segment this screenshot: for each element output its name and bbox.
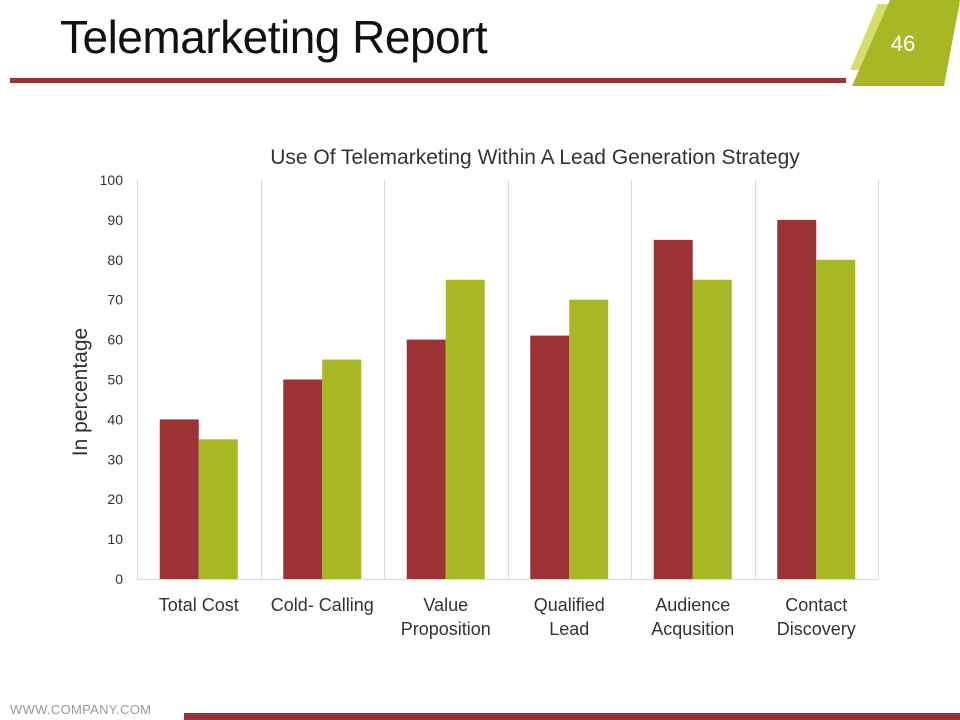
x-tick-label: Audience Acqusition — [651, 595, 734, 639]
bar-2-5 — [692, 279, 732, 579]
footer-url: WWW.COMPANY.COM — [10, 702, 152, 717]
bar-2-6 — [816, 259, 856, 579]
bar-2-2 — [322, 359, 362, 579]
bar-chart: Use Of Telemarketing Within A Lead Gener… — [69, 146, 879, 639]
bar-layer — [159, 219, 856, 579]
page-number-badge — [840, 0, 960, 90]
bar-1-2 — [283, 379, 323, 579]
y-tick-label: 30 — [107, 451, 123, 467]
x-tick-label: Total Cost — [159, 595, 239, 615]
x-tick-label: Contact Discovery — [777, 595, 856, 639]
bar-2-4 — [569, 299, 609, 579]
y-tick-label: 90 — [107, 212, 123, 228]
page-number: 46 — [890, 31, 916, 56]
y-tick-label: 70 — [107, 292, 123, 308]
y-tick-label: 10 — [107, 531, 123, 547]
bar-1-6 — [777, 219, 817, 579]
y-tick-label: 40 — [107, 411, 123, 427]
y-tick-labels: 0 10 20 30 40 50 60 70 80 90 100 — [100, 172, 124, 587]
slide-title: Telemarketing Report — [60, 11, 488, 63]
chart-container: Use Of Telemarketing Within A Lead Gener… — [0, 130, 960, 670]
title-rule — [10, 78, 846, 83]
y-tick-label: 100 — [100, 172, 124, 188]
x-tick-label: Cold- Calling — [271, 595, 374, 615]
y-tick-label: 0 — [115, 571, 123, 587]
footer-rule — [184, 713, 960, 720]
y-tick-label: 20 — [107, 491, 123, 507]
bar-2-1 — [198, 439, 238, 579]
y-tick-label: 50 — [107, 372, 123, 388]
y-axis-label: In percentage — [69, 328, 92, 456]
bar-1-5 — [653, 239, 693, 579]
bar-1-3 — [406, 339, 446, 579]
chart-title: Use Of Telemarketing Within A Lead Gener… — [270, 146, 800, 169]
grid-layer — [137, 180, 879, 580]
x-tick-labels: Total Cost Cold- Calling Value Proposition Q… — [159, 595, 856, 639]
bar-1-1 — [159, 419, 199, 579]
x-tick-label: Qualified Lead — [534, 595, 605, 639]
bar-1-4 — [530, 335, 570, 579]
y-tick-label: 60 — [107, 332, 123, 348]
y-tick-label: 80 — [107, 252, 123, 268]
badge-front-shape — [852, 0, 960, 86]
badge-shape — [850, 0, 960, 86]
x-tick-label: Value Proposition — [401, 595, 491, 639]
bar-2-3 — [445, 279, 485, 579]
